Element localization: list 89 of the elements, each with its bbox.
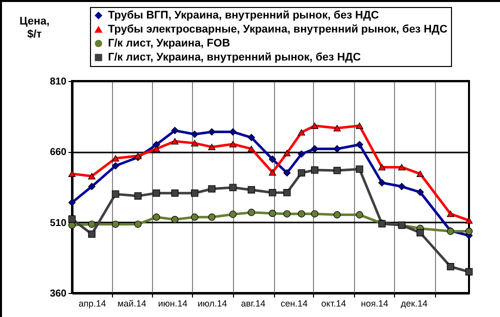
point xyxy=(311,210,318,218)
point xyxy=(268,210,276,218)
point xyxy=(208,214,216,221)
point xyxy=(465,217,473,224)
point xyxy=(229,184,237,192)
x-tick-label: июн.14 xyxy=(158,298,188,308)
point xyxy=(283,189,291,196)
point xyxy=(134,220,142,228)
point xyxy=(229,140,237,148)
point xyxy=(88,172,96,180)
point xyxy=(333,211,341,218)
x-tick-label: ноя.14 xyxy=(360,298,388,308)
point xyxy=(378,164,386,170)
point xyxy=(333,166,341,174)
point xyxy=(112,190,120,198)
point xyxy=(248,186,256,194)
legend-label: Трубы электросварные, Украина, внутренний рынок, без НДС xyxy=(108,24,448,36)
point xyxy=(465,268,473,276)
point xyxy=(356,165,364,173)
point xyxy=(112,220,120,228)
point xyxy=(298,150,306,158)
legend-label: Г/к лист, Украина, FOB xyxy=(108,38,230,50)
point xyxy=(68,198,76,206)
point xyxy=(298,210,306,218)
x-tick-label: авг.14 xyxy=(240,298,266,308)
point xyxy=(248,208,256,216)
point xyxy=(311,166,318,174)
point xyxy=(356,140,364,148)
y-tick-label: 660 xyxy=(50,147,67,158)
point xyxy=(446,210,454,218)
point xyxy=(298,129,306,136)
point xyxy=(68,170,76,178)
point xyxy=(152,146,160,152)
point xyxy=(208,144,216,150)
point xyxy=(333,145,341,152)
point xyxy=(378,179,386,186)
point xyxy=(112,162,120,170)
point xyxy=(248,134,256,142)
point xyxy=(152,214,160,221)
point xyxy=(356,122,364,129)
point xyxy=(465,228,473,235)
legend-label: Трубы ВГП, Украина, внутренний рынок, без НДС xyxy=(108,10,379,22)
y-axis-title: Цена, $/т xyxy=(19,16,50,40)
point xyxy=(208,128,216,136)
point xyxy=(446,262,454,270)
point xyxy=(229,210,237,218)
x-tick-label: июл.14 xyxy=(198,298,227,308)
point xyxy=(112,155,120,162)
x-tick-label: сен.14 xyxy=(280,298,308,308)
point xyxy=(88,182,96,190)
point xyxy=(398,164,406,170)
point xyxy=(191,214,198,221)
y-tick-label: 360 xyxy=(50,288,67,300)
point xyxy=(311,122,318,129)
point xyxy=(268,156,276,163)
point xyxy=(333,124,341,132)
point xyxy=(398,182,406,190)
point xyxy=(171,216,179,224)
x-tick-label: окт.14 xyxy=(321,298,346,308)
x-tick-label: апр.14 xyxy=(78,298,106,308)
point xyxy=(134,192,142,200)
x-tick-label: май.14 xyxy=(117,298,146,308)
y-tick-label: 510 xyxy=(50,218,67,229)
point xyxy=(311,145,318,152)
point xyxy=(298,169,306,177)
point xyxy=(283,150,291,156)
point xyxy=(191,189,198,197)
x-tick-label: дек.14 xyxy=(400,298,428,308)
point xyxy=(88,230,96,238)
legend-label: Г/к лист, Украина, внутренний рынок, без НДС xyxy=(108,52,361,64)
point xyxy=(416,170,424,178)
point xyxy=(229,128,237,136)
point xyxy=(416,188,424,196)
point xyxy=(356,211,364,218)
point xyxy=(416,229,424,236)
point xyxy=(171,126,179,134)
point xyxy=(171,189,179,197)
point xyxy=(268,169,276,176)
point xyxy=(268,189,276,196)
point xyxy=(248,146,256,152)
point xyxy=(208,185,216,193)
point xyxy=(152,189,160,197)
point xyxy=(283,210,291,218)
point xyxy=(191,140,198,146)
y-tick-label: 810 xyxy=(50,76,67,88)
point xyxy=(171,138,179,145)
point xyxy=(191,130,198,138)
point xyxy=(283,169,291,177)
point xyxy=(88,220,96,228)
